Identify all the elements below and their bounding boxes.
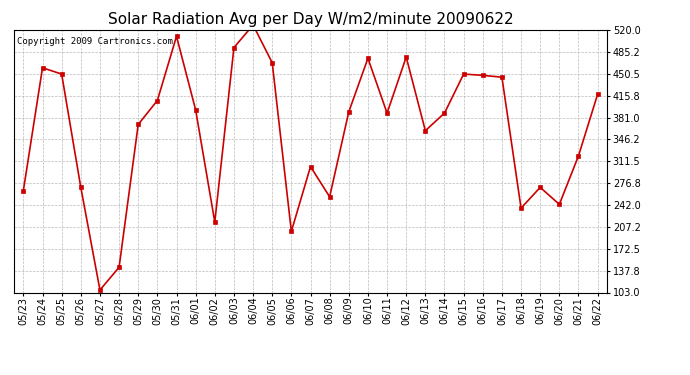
Text: Copyright 2009 Cartronics.com: Copyright 2009 Cartronics.com <box>17 37 172 46</box>
Title: Solar Radiation Avg per Day W/m2/minute 20090622: Solar Radiation Avg per Day W/m2/minute … <box>108 12 513 27</box>
